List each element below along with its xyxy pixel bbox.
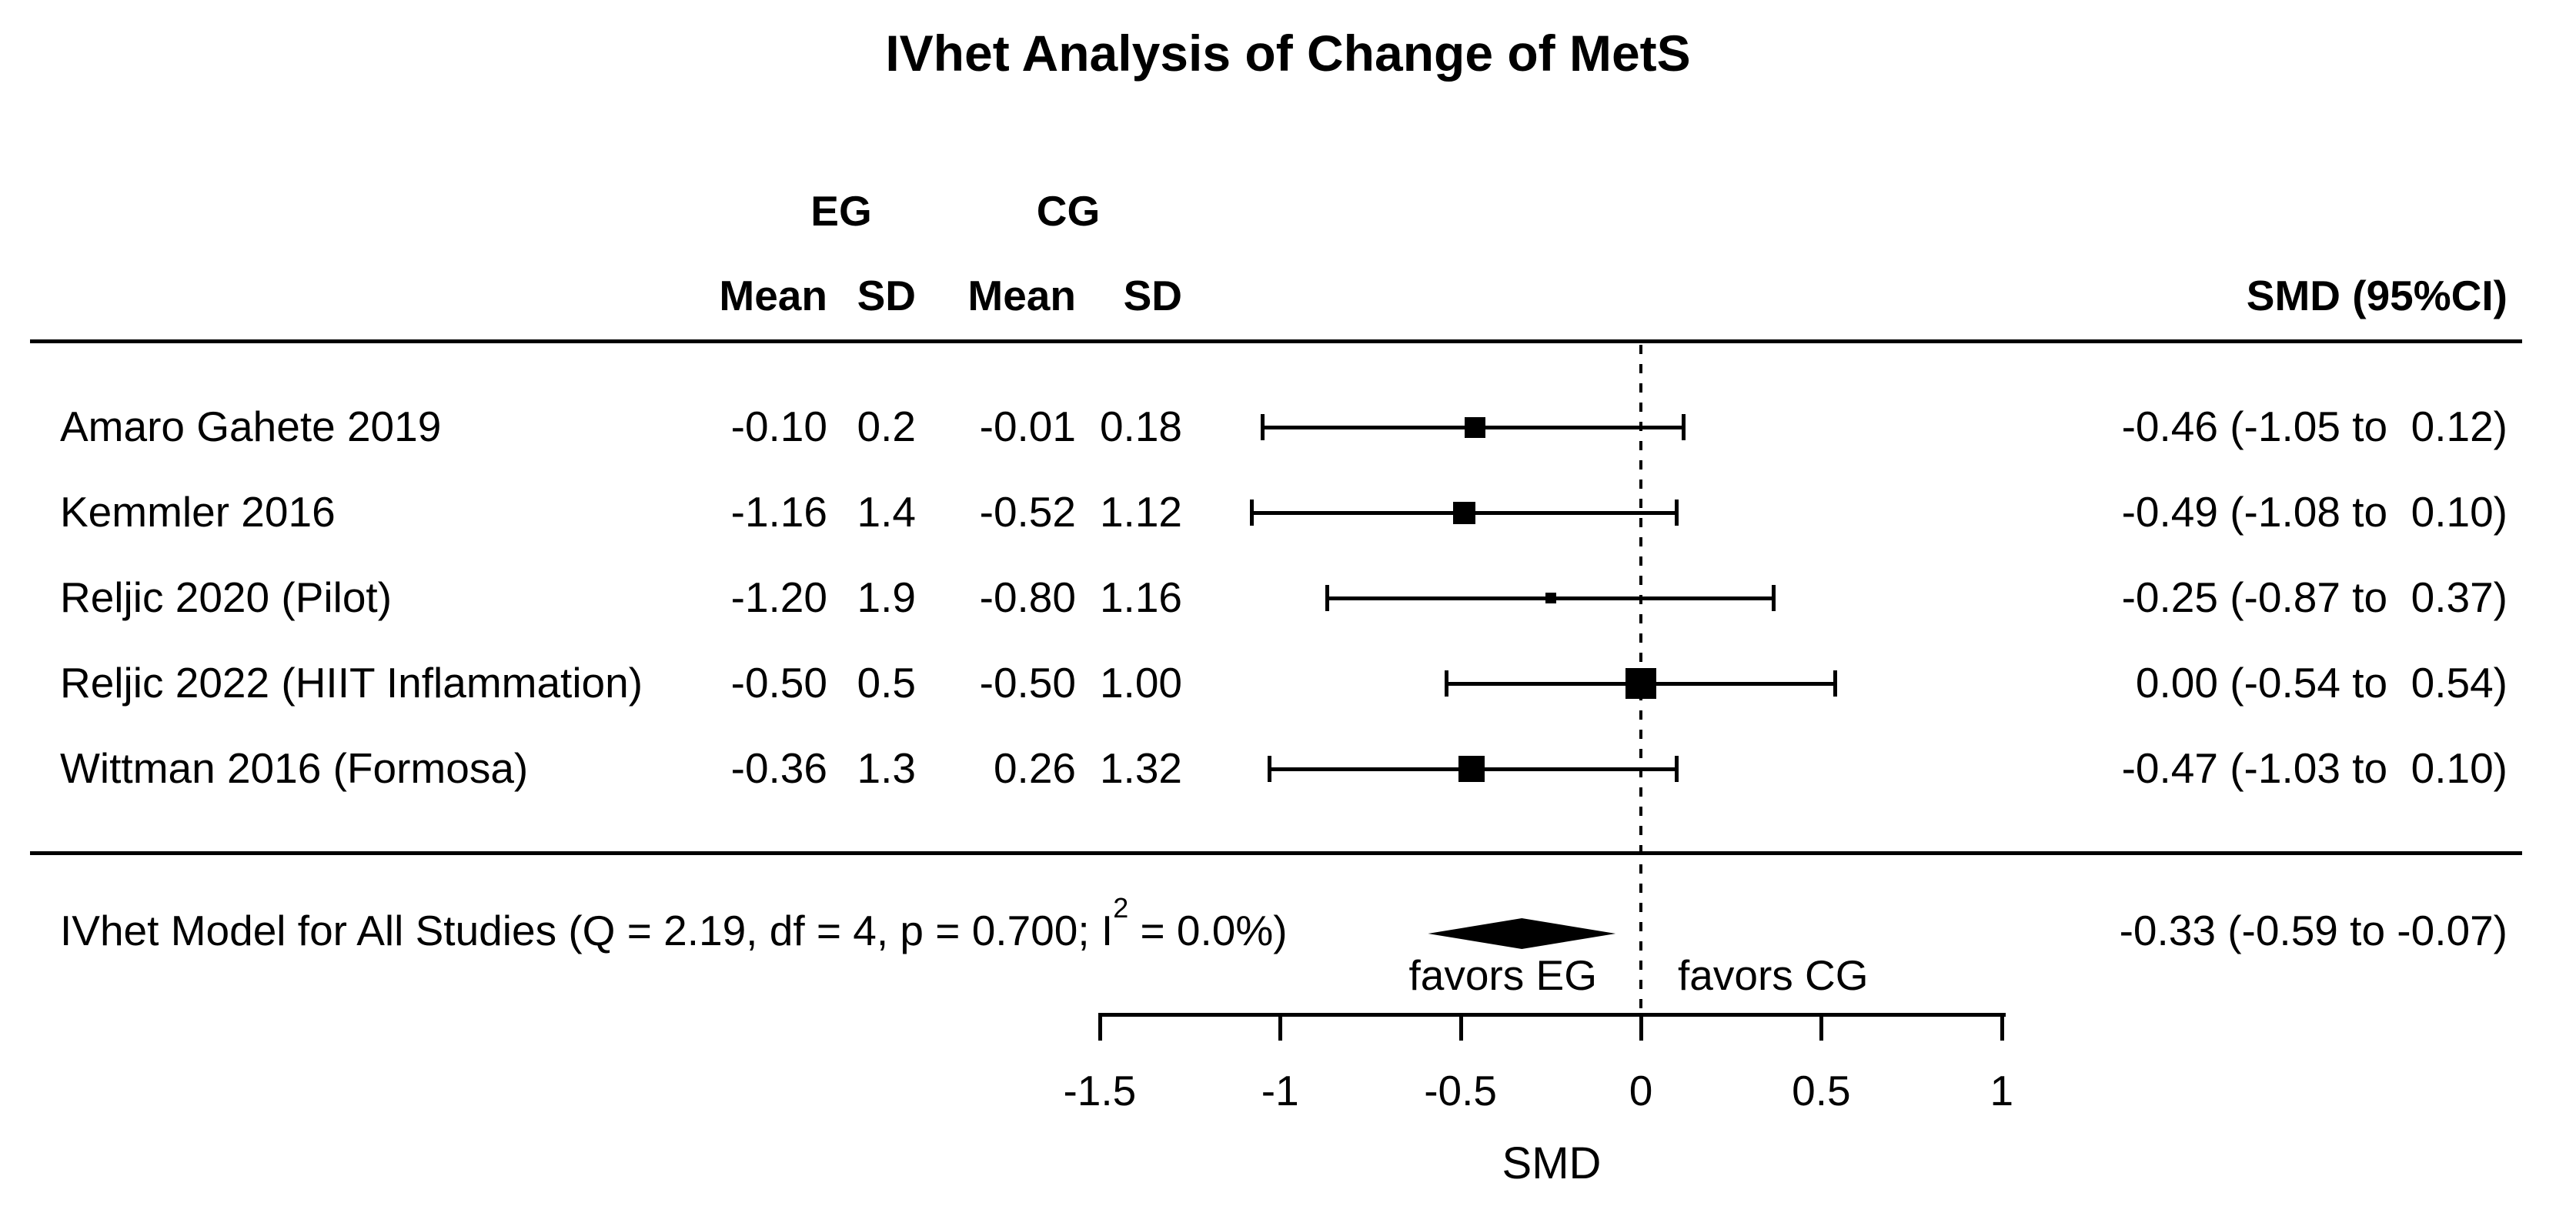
point-estimate-marker xyxy=(1464,416,1485,438)
ci-upper-cap xyxy=(1674,756,1679,782)
x-axis-tick-label: 0.5 xyxy=(1792,1067,1851,1114)
study-label: Amaro Gahete 2019 xyxy=(60,403,442,450)
ci-upper-cap xyxy=(1833,670,1838,697)
summary-label-post: = 0.0%) xyxy=(1128,907,1288,954)
x-axis-tick xyxy=(1458,1013,1463,1041)
x-axis-tick-label: 0 xyxy=(1629,1067,1653,1114)
eg-sd-value: 0.2 xyxy=(857,403,916,450)
header-divider-rule xyxy=(30,339,2522,343)
cg-sd-value: 1.32 xyxy=(1099,744,1182,792)
ci-lower-cap xyxy=(1260,414,1265,440)
ci-upper-cap xyxy=(1772,585,1776,611)
effect-value: -0.46 (-1.05 to 0.12) xyxy=(2121,403,2508,450)
summary-label-pre: IVhet Model for All Studies (Q = 2.19, d… xyxy=(60,907,1114,954)
chart-title: IVhet Analysis of Change of MetS xyxy=(885,25,1691,82)
cg-mean-value: -0.01 xyxy=(979,403,1076,450)
summary-label-superscript: 2 xyxy=(1113,892,1129,924)
eg-mean-value: -0.10 xyxy=(730,403,827,450)
x-axis-tick xyxy=(2000,1013,2004,1041)
x-axis-tick-label: 1 xyxy=(1990,1067,2014,1114)
x-axis-tick xyxy=(1819,1013,1824,1041)
x-axis-tick xyxy=(1639,1013,1643,1041)
point-estimate-marker xyxy=(1625,668,1656,699)
eg-sd-header: SD xyxy=(857,272,916,319)
cg-mean-value: -0.50 xyxy=(979,659,1076,707)
x-axis-tick-label: -0.5 xyxy=(1424,1067,1498,1114)
study-label: Reljic 2020 (Pilot) xyxy=(60,573,393,621)
ci-lower-cap xyxy=(1325,585,1330,611)
ci-upper-cap xyxy=(1682,414,1686,440)
summary-effect-value: -0.33 (-0.59 to -0.07) xyxy=(2119,907,2508,954)
eg-sd-value: 1.3 xyxy=(857,744,916,792)
point-estimate-marker xyxy=(1452,501,1475,524)
point-estimate-marker xyxy=(1545,593,1556,603)
eg-mean-header: Mean xyxy=(719,272,827,319)
x-axis-tick-label: -1.5 xyxy=(1063,1067,1137,1114)
cg-mean-value: -0.80 xyxy=(979,573,1076,621)
cg-sd-value: 0.18 xyxy=(1099,403,1182,450)
eg-mean-value: -0.50 xyxy=(730,659,827,707)
eg-sd-value: 1.4 xyxy=(857,488,916,536)
eg-mean-value: -0.36 xyxy=(730,744,827,792)
ci-lower-cap xyxy=(1268,756,1272,782)
ci-lower-cap xyxy=(1249,500,1254,526)
cg-mean-header: Mean xyxy=(967,272,1076,319)
cg-sd-header: SD xyxy=(1123,272,1182,319)
cg-mean-value: 0.26 xyxy=(993,744,1076,792)
x-axis-tick xyxy=(1098,1013,1102,1041)
cg-sd-value: 1.16 xyxy=(1099,573,1182,621)
summary-divider-rule xyxy=(30,851,2522,855)
ci-upper-cap xyxy=(1674,500,1679,526)
effect-value: -0.25 (-0.87 to 0.37) xyxy=(2121,573,2508,621)
ci-lower-cap xyxy=(1444,670,1448,697)
effect-column-header: SMD (95%CI) xyxy=(2246,272,2508,319)
effect-value: -0.47 (-1.03 to 0.10) xyxy=(2121,744,2508,792)
x-axis-line xyxy=(1100,1013,2006,1017)
eg-group-header: EG xyxy=(810,187,872,235)
effect-value: 0.00 (-0.54 to 0.54) xyxy=(2135,659,2508,707)
eg-mean-value: -1.20 xyxy=(730,573,827,621)
eg-sd-value: 0.5 xyxy=(857,659,916,707)
x-axis-tick-label: -1 xyxy=(1261,1067,1299,1114)
study-label: Wittman 2016 (Formosa) xyxy=(60,744,529,792)
summary-diamond-marker xyxy=(1428,918,1616,949)
cg-mean-value: -0.52 xyxy=(979,488,1076,536)
summary-label: IVhet Model for All Studies (Q = 2.19, d… xyxy=(60,894,1288,954)
favors-left-label: favors EG xyxy=(1408,951,1597,999)
study-label: Reljic 2022 (HIIT Inflammation) xyxy=(60,659,643,707)
cg-sd-value: 1.12 xyxy=(1099,488,1182,536)
study-label: Kemmler 2016 xyxy=(60,488,336,536)
eg-sd-value: 1.9 xyxy=(857,573,916,621)
x-axis-tick xyxy=(1278,1013,1283,1041)
effect-value: -0.49 (-1.08 to 0.10) xyxy=(2121,488,2508,536)
favors-right-label: favors CG xyxy=(1678,951,1869,999)
cg-sd-value: 1.00 xyxy=(1099,659,1182,707)
point-estimate-marker xyxy=(1458,756,1485,782)
cg-group-header: CG xyxy=(1036,187,1101,235)
eg-mean-value: -1.16 xyxy=(730,488,827,536)
x-axis-title: SMD xyxy=(1502,1138,1602,1188)
